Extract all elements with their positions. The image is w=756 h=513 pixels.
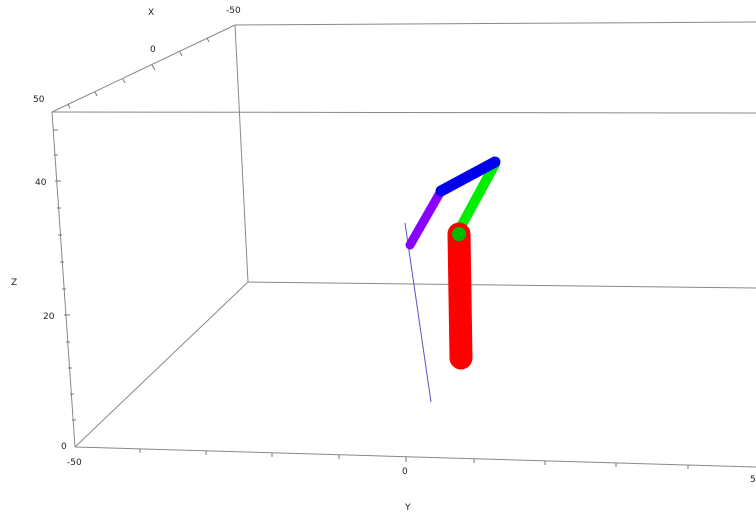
x-axis-label: X [148,8,154,18]
z-tick-label: 40 [35,178,47,188]
link-2 [453,159,500,237]
y-tick-label: 5 [750,475,756,485]
link-4 [405,186,446,250]
link-3 [435,156,501,197]
base-link [447,222,473,370]
trace-line [404,222,432,403]
z-axis-label: Z [11,278,17,288]
robot-arm [405,156,501,370]
bounding-box [51,21,756,468]
x-tick-label: 0 [150,45,156,55]
z-tick-label: 50 [33,95,45,105]
z-tick-label: 20 [43,312,55,322]
tick-marks [53,37,689,469]
y-tick-label: -50 [67,458,82,468]
z-tick-label: 0 [61,442,67,452]
y-axis-label: Y [404,503,411,513]
y-tick-label: 0 [402,467,408,477]
x-tick-label: -50 [226,6,241,16]
joint-cap [452,227,466,241]
